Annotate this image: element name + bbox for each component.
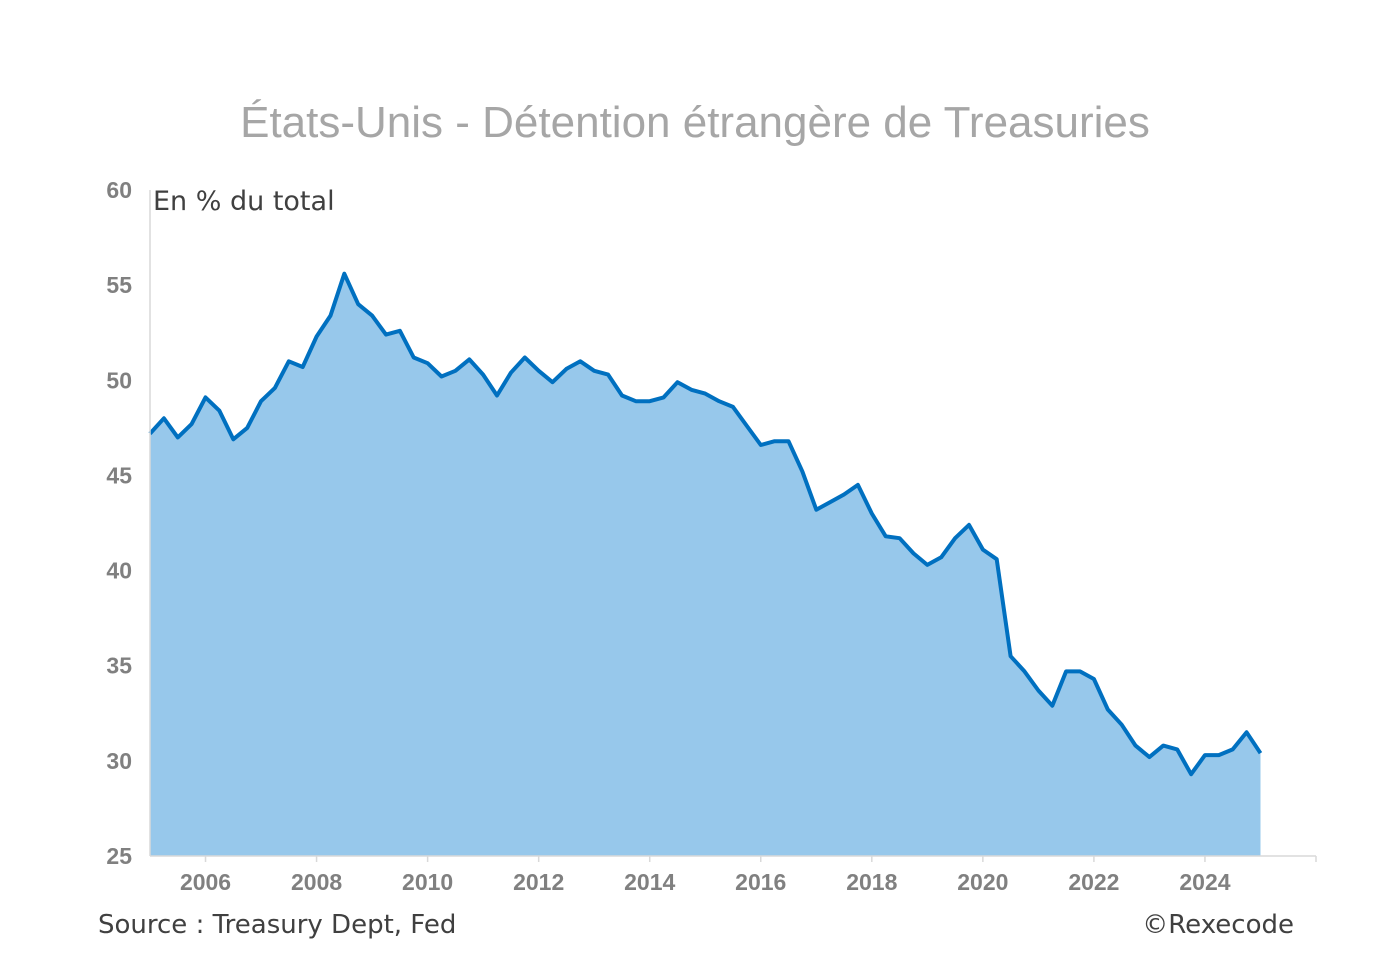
x-tick-label: 2006 [180,869,231,895]
tick-layer: 25 30 35 40 45 50 55 60 2006 2008 2010 2012 2014 2016… [106,177,1230,895]
y-tick-label: 60 [106,177,132,203]
x-tick-label: 2014 [624,869,675,895]
x-tick-label: 2024 [1179,869,1230,895]
y-tick-label: 40 [106,558,132,584]
series-area-fill [150,273,1261,856]
chart-title: États-Unis - Détention étrangère de Trea… [240,98,1150,147]
copyright-note: ©Rexecode [1142,910,1294,940]
area-layer [148,271,1263,856]
y-tick-label: 55 [106,272,132,298]
source-note: Source : Treasury Dept, Fed [98,910,457,940]
x-tick-label: 2010 [402,869,453,895]
y-tick-label: 30 [106,748,132,774]
x-tick-label: 2022 [1068,869,1119,895]
y-tick-label: 50 [106,367,132,393]
y-axis-unit-label: En % du total [153,186,335,217]
y-tick-label: 25 [106,843,132,869]
x-tick-label: 2016 [735,869,786,895]
series-line [148,271,1263,777]
x-tick-label: 2012 [513,869,564,895]
x-tick-label: 2008 [291,869,342,895]
x-tick-label: 2020 [957,869,1008,895]
y-tick-label: 45 [106,462,132,488]
axis-layer [149,190,1317,862]
x-tick-label: 2018 [846,869,897,895]
y-tick-label: 35 [106,653,132,679]
